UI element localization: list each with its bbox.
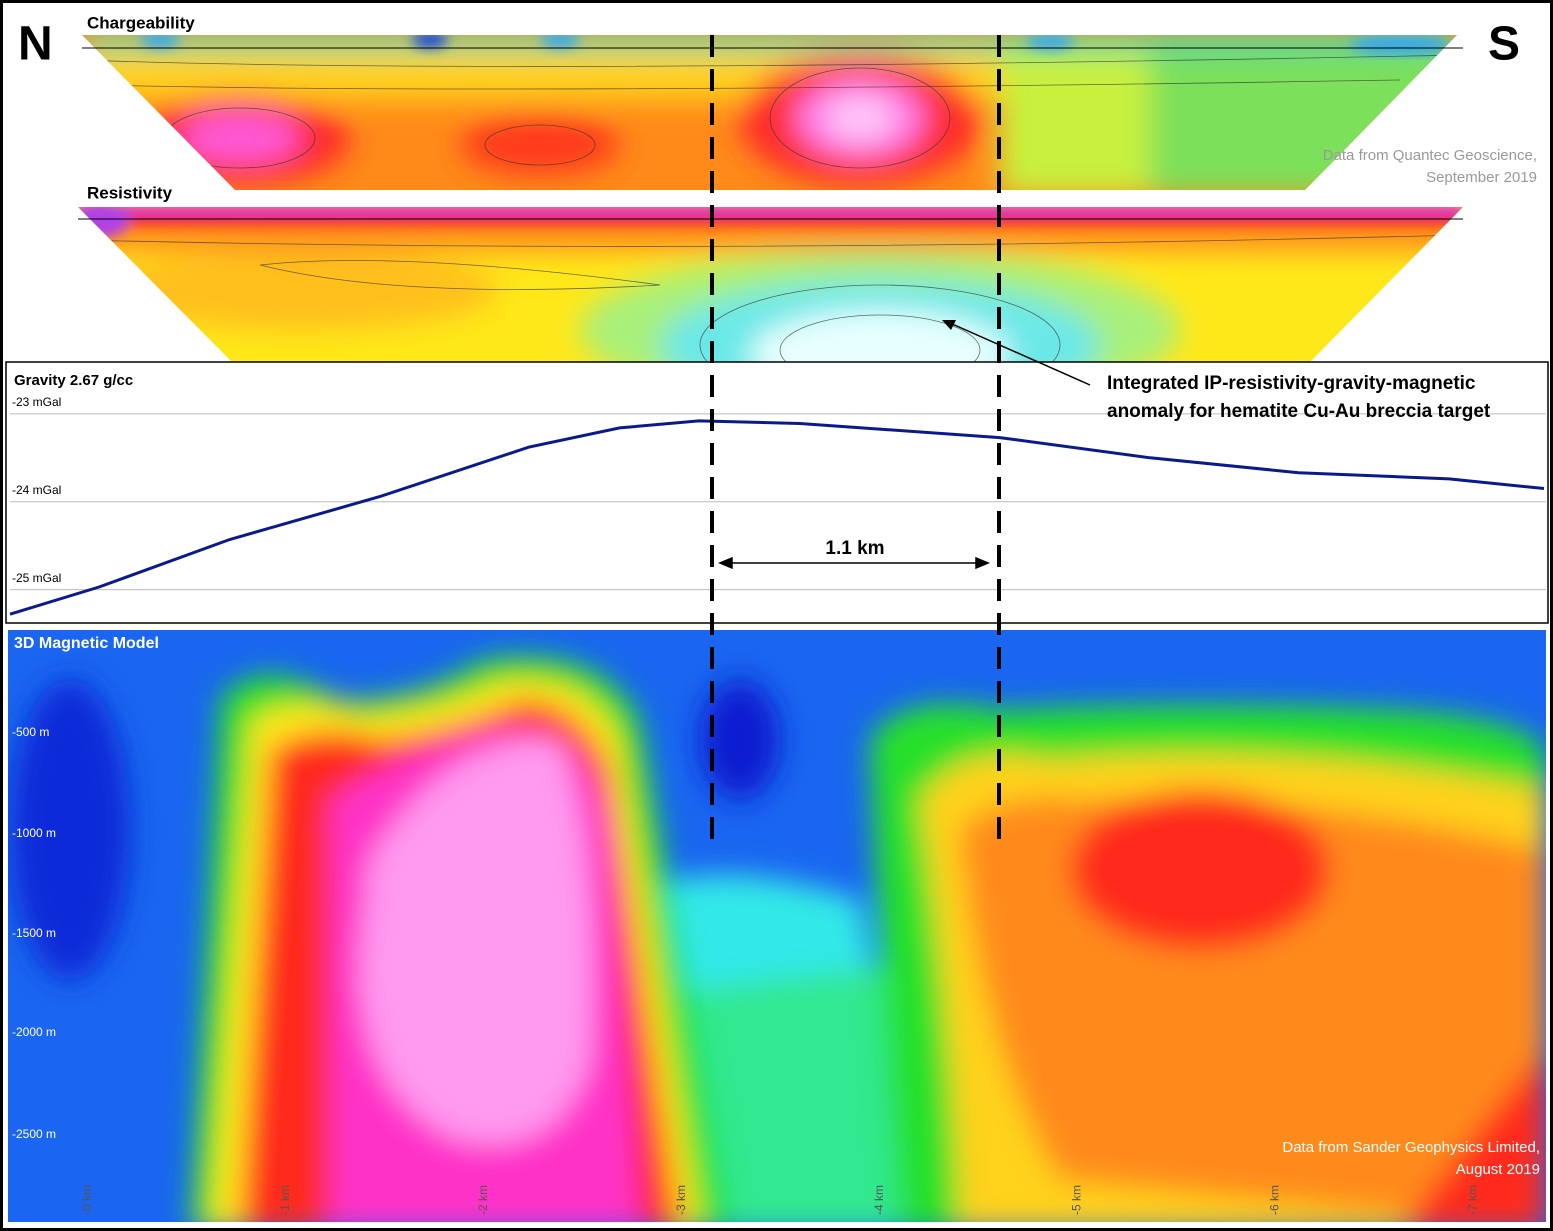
distance-label: -4 km (872, 1185, 886, 1215)
depth-label: -1000 m (12, 826, 56, 840)
south-label: S (1488, 18, 1520, 71)
chargeability-title: Chargeability (87, 13, 195, 32)
distance-label: -1 km (278, 1185, 292, 1215)
depth-label: -2000 m (12, 1025, 56, 1039)
gravity-panel (5, 361, 1549, 624)
depth-label: -1500 m (12, 926, 56, 940)
depth-label: -2500 m (12, 1127, 56, 1141)
magnetic-title: 3D Magnetic Model (14, 635, 159, 652)
resistivity-title: Resistivity (87, 183, 173, 202)
annotation: Integrated IP-resistivity-gravity-magnet… (1107, 373, 1476, 394)
distance-label: -7 km (1465, 1185, 1479, 1215)
magnetic-credit: Data from Sander Geophysics Limited, (1282, 1139, 1540, 1156)
chargeability-section (82, 35, 1457, 190)
distance-label: -6 km (1268, 1185, 1282, 1215)
scale-label: 1.1 km (825, 538, 884, 559)
distance-label: -2 km (476, 1185, 490, 1215)
north-label: N (18, 18, 53, 71)
distance-label: -3 km (674, 1185, 688, 1215)
y-tick-label: -23 mGal (12, 395, 61, 409)
y-tick-label: -24 mGal (12, 483, 61, 497)
annotation-arrow (942, 320, 1091, 386)
distance-label: -0 km (80, 1185, 94, 1215)
depth-label: -500 m (12, 725, 49, 739)
magnetic-section (8, 630, 1546, 1222)
gravity-title: Gravity 2.67 g/cc (14, 372, 133, 389)
depth-labels: -500 m -1000 m -1500 m -2000 m -2500 m (12, 725, 56, 1141)
distance-labels: -0 km -1 km -2 km -3 km -4 km -5 km -6 km -7 km (80, 1185, 1479, 1215)
y-tick-label: -25 mGal (12, 571, 61, 585)
magnetic-credit: August 2019 (1456, 1161, 1540, 1178)
annotation: anomaly for hematite Cu-Au breccia targe… (1107, 401, 1491, 422)
gravity-line (9, 419, 1545, 616)
distance-label: -5 km (1070, 1185, 1084, 1215)
chargeability-credit: September 2019 (1426, 169, 1537, 186)
gravity-chart: -23 mGal -24 mGal -25 mGal (9, 395, 1546, 616)
resistivity-section (78, 207, 1463, 362)
scale-arrow (718, 556, 990, 570)
chargeability-credit: Data from Quantec Geoscience, (1323, 147, 1537, 164)
